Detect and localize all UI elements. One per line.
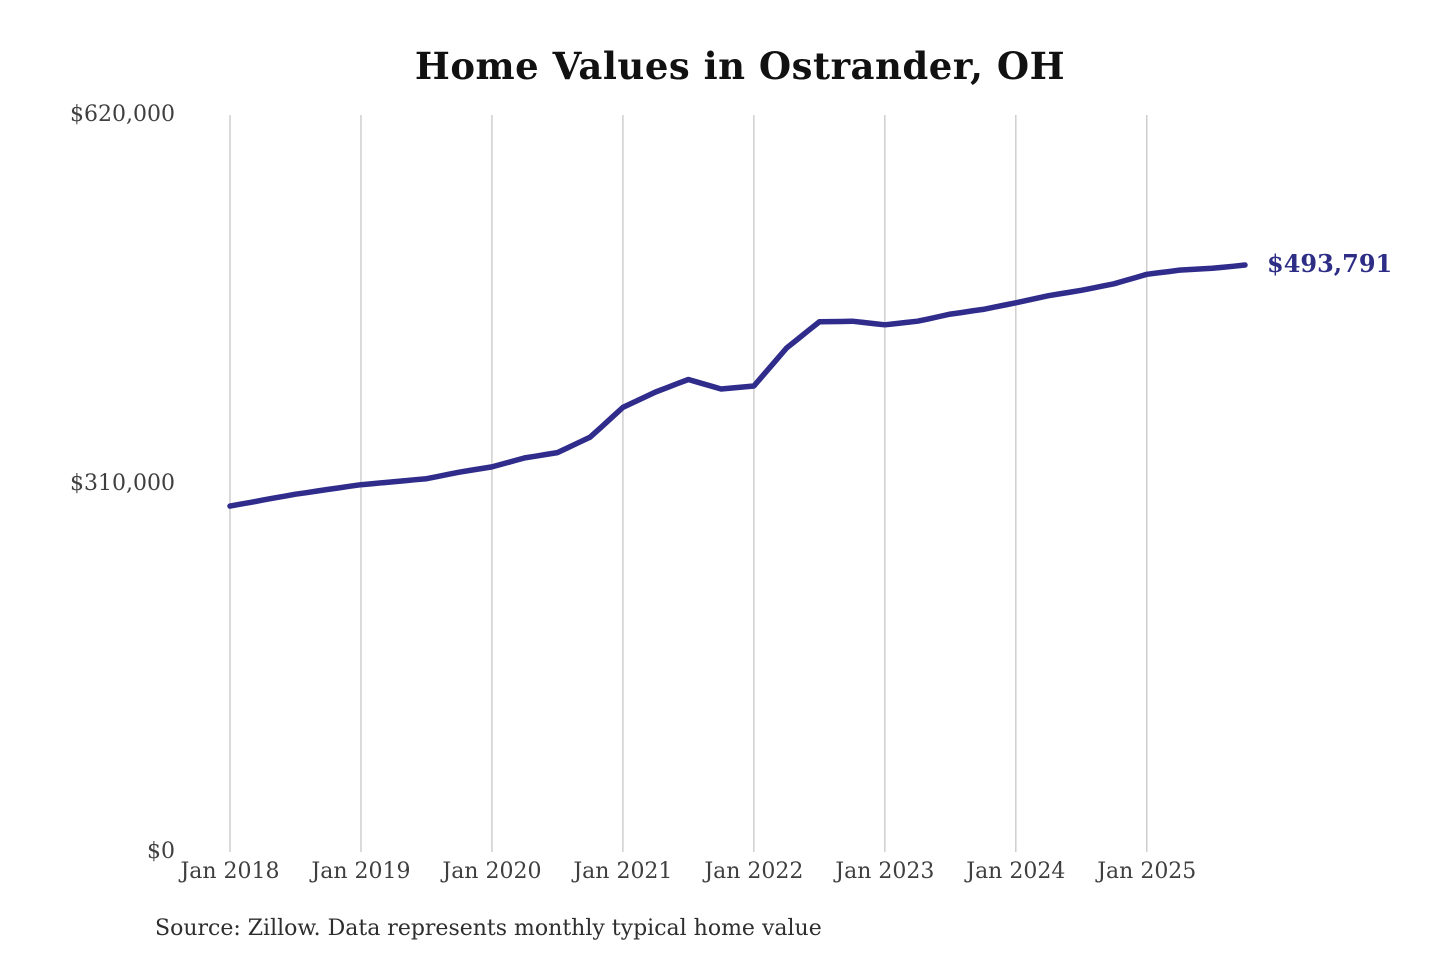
x-tick-label: Jan 2018: [180, 859, 280, 884]
chart-title: Home Values in Ostrander, OH: [414, 44, 1066, 88]
end-value-label: $493,791: [1267, 249, 1393, 279]
x-tick-label: Jan 2024: [966, 859, 1066, 884]
source-note: Source: Zillow. Data represents monthly …: [155, 916, 822, 941]
y-tick-label: $310,000: [70, 470, 175, 496]
y-tick-label: $620,000: [70, 102, 175, 127]
y-tick-label: $0: [147, 839, 175, 864]
x-tick-label: Jan 2019: [311, 859, 411, 884]
home-value-line: [227, 262, 1248, 509]
x-tick-label: Jan 2025: [1097, 859, 1197, 884]
x-tick-label: Jan 2022: [704, 859, 804, 884]
x-tick-label: Jan 2023: [835, 859, 935, 884]
x-tick-label: Jan 2020: [442, 859, 542, 884]
x-tick-label: Jan 2021: [573, 859, 673, 884]
